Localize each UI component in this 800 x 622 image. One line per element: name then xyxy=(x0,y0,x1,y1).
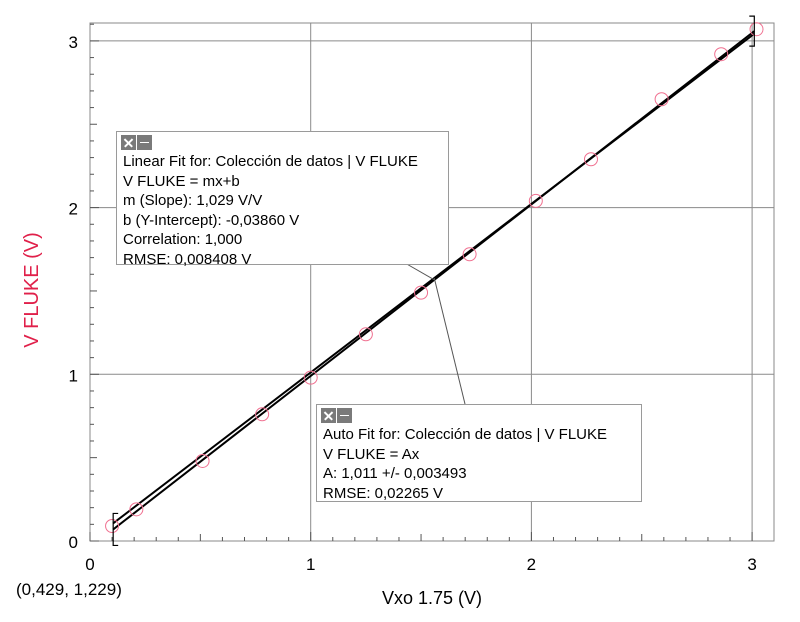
fit-lines xyxy=(112,30,755,531)
minimize-icon[interactable] xyxy=(137,134,152,150)
data-point xyxy=(255,407,270,422)
x-axis-label: Vxo 1.75 (V) xyxy=(382,588,482,608)
auto-fit-titlebar xyxy=(317,405,641,425)
data-point xyxy=(414,285,429,300)
data-point xyxy=(528,193,543,208)
linear-fit-leader xyxy=(404,262,435,281)
y-tick-label: 3 xyxy=(69,33,78,52)
linear-fit-intercept: b (Y-Intercept): -0,03860 V xyxy=(123,211,300,229)
y-tick-label: 2 xyxy=(69,200,78,219)
auto-fit-a-value: A: 1,011 +/- 0,003493 xyxy=(323,465,467,482)
data-point xyxy=(714,47,729,62)
data-points xyxy=(105,22,764,533)
linear-fit-correlation: Correlation: 1,000 xyxy=(123,231,243,248)
coordinate-readout: (0,429, 1,229) xyxy=(16,580,122,599)
right-range-bracket xyxy=(749,15,755,47)
y-tick-labels: 0 1 2 3 xyxy=(69,33,78,552)
data-point xyxy=(462,247,477,262)
x-tick-label: 1 xyxy=(306,555,315,574)
x-tick-label: 2 xyxy=(527,555,536,574)
data-point xyxy=(583,152,598,167)
close-icon[interactable] xyxy=(121,134,136,150)
minimize-icon[interactable] xyxy=(337,407,352,423)
y-tick-label: 1 xyxy=(69,366,78,385)
linear-fit-equation: V FLUKE = mx+b xyxy=(123,172,240,190)
annotation-leader-lines xyxy=(404,262,466,405)
data-point xyxy=(358,327,373,342)
minor-ticks xyxy=(89,23,753,542)
data-point xyxy=(195,453,210,468)
auto-fit-line xyxy=(112,32,755,525)
linear-fit-slope: m (Slope): 1,029 V/V xyxy=(123,192,263,209)
x-tick-label: 3 xyxy=(747,555,756,574)
left-range-bracket xyxy=(112,512,119,547)
data-point xyxy=(654,92,669,107)
y-tick-label: 0 xyxy=(69,533,78,552)
fit-range-brackets[interactable] xyxy=(112,15,755,547)
auto-fit-title: Auto Fit for: Colección de datos | V FLU… xyxy=(323,426,608,443)
y-axis-label: V FLUKE (V) xyxy=(21,232,43,348)
auto-fit-equation: V FLUKE = Ax xyxy=(323,445,420,463)
auto-fit-rmse: RMSE: 0,02265 V xyxy=(323,484,444,502)
linear-fit-rmse: RMSE: 0,008408 V xyxy=(123,250,252,268)
data-point xyxy=(749,22,764,37)
close-icon[interactable] xyxy=(321,407,336,423)
data-point xyxy=(105,518,120,533)
data-point xyxy=(129,502,144,517)
auto-fit-leader xyxy=(433,277,466,405)
x-tick-labels: 0 1 2 3 xyxy=(85,555,757,574)
auto-fit-annotation[interactable]: Auto Fit for: Colección de datos | V FLU… xyxy=(316,404,642,502)
linear-fit-title: Linear Fit for: Colección de datos | V F… xyxy=(123,153,418,170)
linear-fit-annotation[interactable]: Linear Fit for: Colección de datos | V F… xyxy=(116,131,449,268)
data-point xyxy=(303,370,318,385)
x-tick-label: 0 xyxy=(85,555,94,574)
linear-fit-titlebar xyxy=(117,132,448,152)
